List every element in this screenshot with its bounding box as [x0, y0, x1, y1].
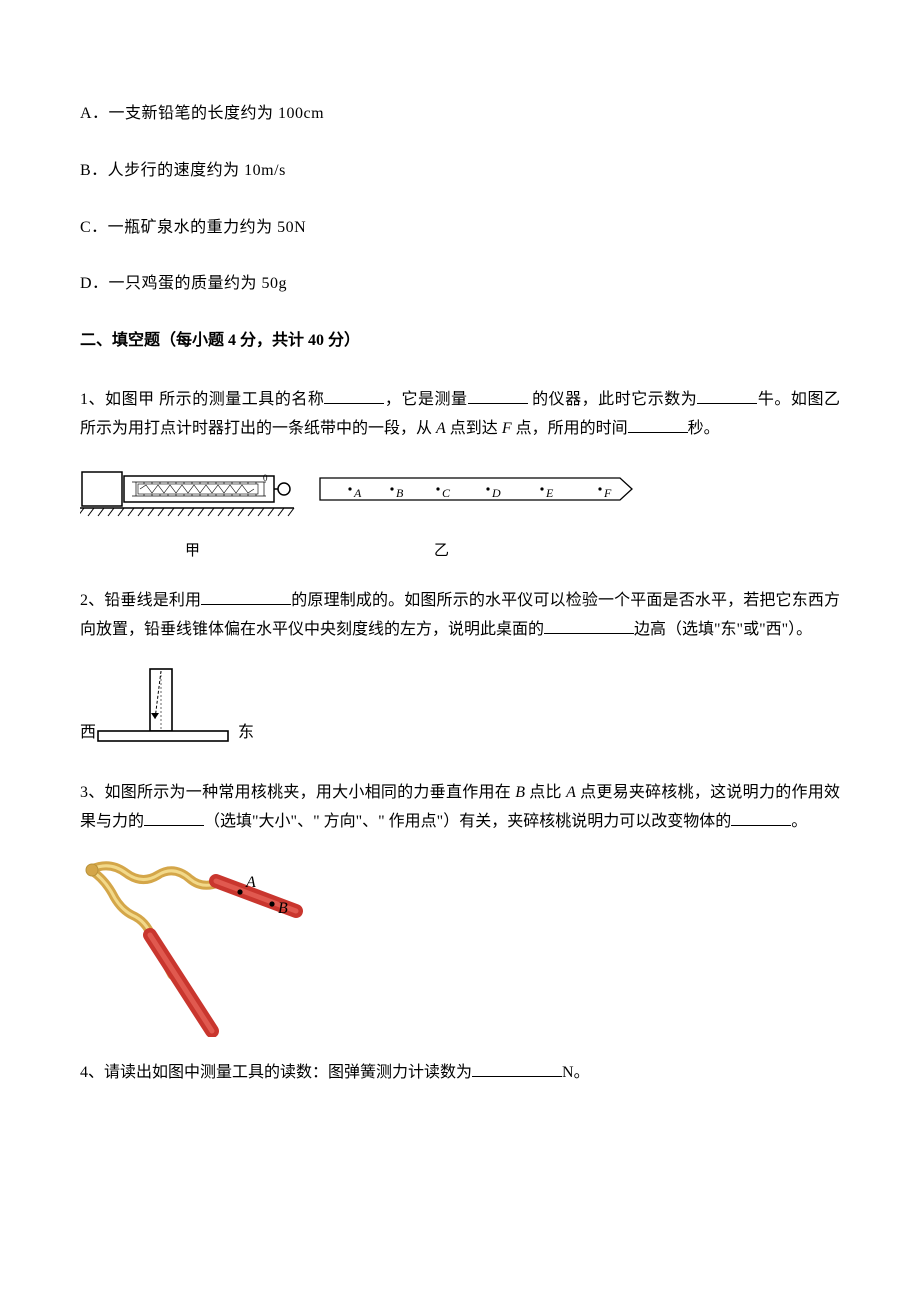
q1-blank-4 [628, 417, 688, 433]
option-b-text: B．人步行的速度约为 10m/s [80, 162, 286, 179]
paper-tape: A B C D E F [320, 478, 632, 500]
q3-figure: A B [80, 857, 840, 1037]
q1-t6: 点，所用的时间 [512, 420, 628, 437]
svg-text:0: 0 [263, 473, 268, 483]
question-1: 1、如图甲 所示的测量工具的名称，它是测量 的仪器，此时它示数为牛。如图乙 所示… [80, 386, 840, 444]
svg-text:C: C [442, 486, 451, 500]
svg-text:E: E [545, 486, 554, 500]
q1-t1: 1、如图甲 所示的测量工具的名称 [80, 391, 324, 408]
q1-figure-labels: 甲 乙 [80, 537, 840, 566]
q4-t2: N。 [562, 1064, 590, 1081]
option-d-text: D．一只鸡蛋的质量约为 50g [80, 275, 287, 292]
svg-text:A: A [245, 874, 256, 891]
q3-t1: 3、如图所示为一种常用核桃夹，用大小相同的力垂直作用在 [80, 784, 515, 801]
q2-blank-1 [201, 589, 291, 605]
option-a-text: A．一支新铅笔的长度约为 100cm [80, 105, 324, 122]
q4-t1: 4、请读出如图中测量工具的读数：图弹簧测力计读数为 [80, 1064, 472, 1081]
svg-text:D: D [491, 486, 501, 500]
section-2-header: 二、填空题（每小题 4 分，共计 40 分） [80, 327, 840, 356]
q1-figure-row: 0 A B C D E F [80, 464, 840, 529]
question-3: 3、如图所示为一种常用核桃夹，用大小相同的力垂直作用在 B 点比 A 点更易夹碎… [80, 779, 840, 837]
q3-nutcracker-svg: A B [80, 857, 310, 1037]
svg-text:A: A [353, 486, 362, 500]
q1-blank-2 [468, 388, 528, 404]
q1-t2: ，它是测量 [384, 391, 467, 408]
question-2: 2、铅垂线是利用的原理制成的。如图所示的水平仪可以检验一个平面是否水平，若把它东… [80, 587, 840, 645]
option-a: A．一支新铅笔的长度约为 100cm [80, 100, 840, 129]
q3-letter-b: B [515, 784, 525, 801]
q3-t5: 。 [791, 813, 807, 830]
q1-t3: 的仪器，此时它示数为 [528, 391, 698, 408]
q1-letter-f: F [502, 420, 512, 437]
q1-t7: 秒。 [688, 420, 720, 437]
spring-balance: 0 [80, 472, 294, 516]
q2-blank-2 [544, 618, 634, 634]
q3-blank-1 [144, 810, 204, 826]
svg-text:F: F [603, 486, 612, 500]
q1-blank-1 [324, 388, 384, 404]
q2-t3: 边高（选填"东"或"西"）。 [634, 621, 812, 638]
q1-fig-label-yi: 乙 [434, 538, 449, 565]
option-b: B．人步行的速度约为 10m/s [80, 157, 840, 186]
svg-text:西: 西 [80, 724, 96, 741]
q1-fig-label-jia: 甲 [185, 538, 200, 565]
q3-letter-a: A [566, 784, 576, 801]
option-c-text: C．一瓶矿泉水的重力约为 50N [80, 219, 306, 236]
q1-t5: 点到达 [446, 420, 502, 437]
q2-t1: 2、铅垂线是利用 [80, 592, 201, 609]
option-c: C．一瓶矿泉水的重力约为 50N [80, 214, 840, 243]
question-4: 4、请读出如图中测量工具的读数：图弹簧测力计读数为 N。 [80, 1059, 840, 1088]
svg-text:B: B [396, 486, 404, 500]
q4-blank-1 [472, 1061, 562, 1077]
q2-level-svg: 西 东 [80, 665, 260, 757]
q3-t4: （选填"大小"、" 方向"、" 作用点"）有关，夹碎核桃说明力可以改变物体的 [204, 813, 731, 830]
svg-text:东: 东 [238, 723, 254, 741]
q3-t2: 点比 [525, 784, 566, 801]
q2-figure: 西 东 [80, 665, 840, 757]
q1-figure-svg: 0 A B C D E F [80, 464, 640, 529]
option-d: D．一只鸡蛋的质量约为 50g [80, 270, 840, 299]
q1-letter-a: A [436, 420, 446, 437]
svg-text:B: B [278, 900, 288, 917]
q1-blank-3 [697, 388, 757, 404]
section-2-header-text: 二、填空题（每小题 4 分，共计 40 分） [80, 332, 360, 349]
q3-blank-2 [731, 810, 791, 826]
